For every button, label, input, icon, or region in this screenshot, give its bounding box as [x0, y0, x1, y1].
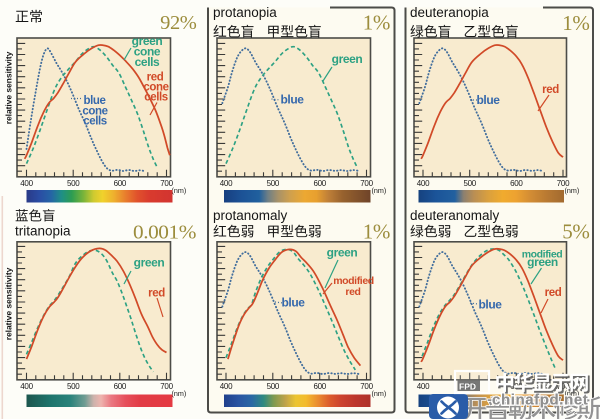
svg-text:red: red: [545, 287, 562, 299]
svg-text:protanomaly: protanomaly: [213, 208, 288, 223]
svg-text:700: 700: [160, 179, 173, 188]
svg-text:blue: blue: [83, 95, 105, 107]
svg-text:500: 500: [463, 179, 476, 188]
svg-text:700: 700: [360, 179, 373, 188]
svg-text:cells: cells: [83, 116, 107, 128]
svg-text:600: 600: [313, 179, 326, 188]
svg-text:protanopia: protanopia: [213, 5, 277, 20]
svg-text:green: green: [327, 246, 358, 260]
svg-text:blue: blue: [478, 298, 502, 312]
svg-text:500: 500: [67, 179, 80, 188]
svg-text:green: green: [332, 52, 363, 66]
svg-text:92%: 92%: [160, 12, 197, 34]
svg-text:1%: 1%: [363, 220, 390, 244]
svg-text:(nm): (nm): [172, 186, 187, 195]
svg-text:400: 400: [220, 179, 233, 188]
svg-text:deuteranopia: deuteranopia: [410, 5, 489, 20]
svg-text:(nm): (nm): [565, 389, 580, 398]
svg-text:700: 700: [557, 179, 570, 188]
svg-text:1%: 1%: [562, 11, 589, 35]
svg-text:(nm): (nm): [565, 186, 580, 195]
svg-text:400: 400: [220, 382, 233, 391]
svg-text:400: 400: [20, 179, 33, 188]
svg-text:FPD: FPD: [459, 382, 476, 392]
svg-text:tritanopia: tritanopia: [15, 224, 71, 239]
svg-text:cells: cells: [135, 55, 160, 69]
svg-text:400: 400: [417, 179, 430, 188]
svg-text:red: red: [147, 72, 164, 84]
svg-text:modified: modified: [522, 249, 563, 261]
svg-text:deuteranomaly: deuteranomaly: [410, 208, 500, 223]
svg-text:blue: blue: [476, 93, 500, 107]
svg-text:5%: 5%: [562, 220, 589, 244]
svg-text:red: red: [148, 288, 165, 300]
svg-text:500: 500: [267, 382, 280, 391]
svg-text:(nm): (nm): [372, 186, 387, 195]
svg-text:chinafpd.net: chinafpd.net: [492, 392, 588, 409]
svg-text:green: green: [132, 34, 163, 48]
svg-text:cone: cone: [134, 45, 161, 59]
svg-text:1%: 1%: [363, 11, 390, 35]
svg-text:cone: cone: [82, 106, 107, 118]
svg-text:green: green: [527, 255, 558, 269]
svg-text:700: 700: [360, 382, 373, 391]
svg-text:relative sensitivity: relative sensitivity: [3, 267, 13, 340]
svg-text:modified: modified: [333, 275, 374, 287]
svg-text:cells: cells: [144, 92, 168, 104]
svg-text:blue: blue: [280, 93, 304, 107]
svg-text:cone: cone: [143, 82, 168, 94]
svg-text:600: 600: [313, 382, 326, 391]
svg-text:400: 400: [20, 382, 33, 391]
svg-text:green: green: [134, 256, 165, 270]
svg-text:red: red: [345, 286, 360, 298]
svg-text:600: 600: [114, 382, 127, 391]
svg-text:600: 600: [114, 179, 127, 188]
svg-text:700: 700: [160, 382, 173, 391]
svg-text:600: 600: [510, 179, 523, 188]
svg-text:(nm): (nm): [372, 389, 387, 398]
svg-text:400: 400: [417, 382, 430, 391]
svg-text:500: 500: [267, 179, 280, 188]
svg-text:chinafpd.net: chinafpd.net: [492, 392, 588, 409]
svg-text:0.001%: 0.001%: [133, 222, 196, 244]
svg-text:red: red: [542, 84, 559, 96]
svg-text:blue: blue: [281, 296, 305, 310]
svg-text:500: 500: [67, 382, 80, 391]
svg-text:(nm): (nm): [172, 389, 187, 398]
svg-text:relative sensitivity: relative sensitivity: [3, 51, 13, 124]
